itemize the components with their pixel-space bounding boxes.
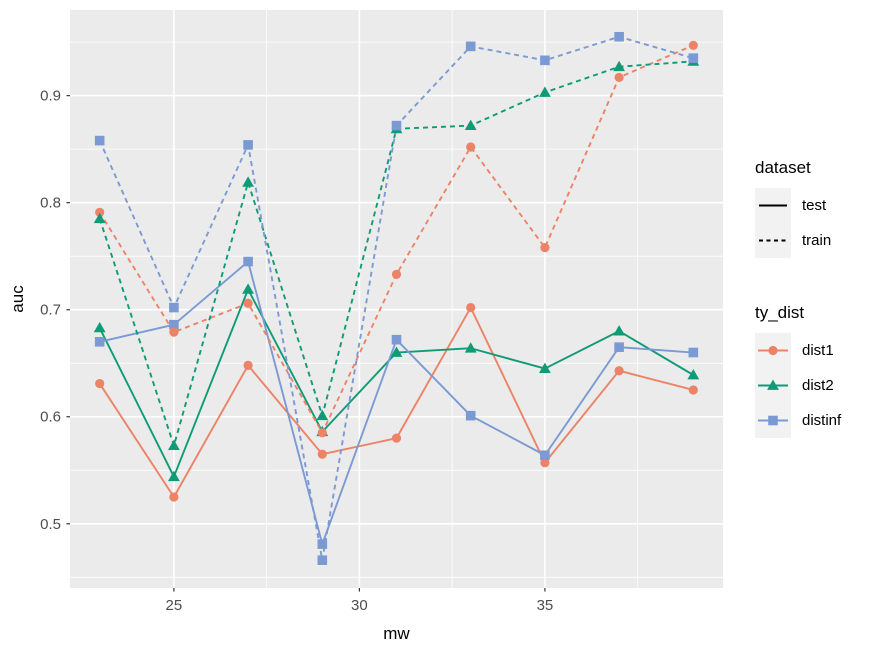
y-tick-label: 0.5 (40, 516, 61, 533)
legend-item-train: train (755, 223, 872, 258)
y-tick-label: 0.8 (40, 195, 61, 212)
marker-train-dist1 (688, 40, 698, 50)
marker-test-dist2 (167, 470, 180, 482)
marker-test-dist2 (687, 368, 700, 380)
marker-train-distinf (317, 555, 328, 565)
marker-test-dist2 (93, 321, 106, 333)
marker-train-dist2 (539, 86, 551, 97)
legend-key-triangle-icon (755, 368, 791, 403)
marker-test-dist1 (466, 302, 476, 313)
marker-test-dist2 (613, 325, 626, 336)
y-tick-label: 0.9 (40, 88, 61, 105)
marker-test-dist2 (242, 283, 254, 294)
legend-marker-dist2 (767, 379, 779, 390)
marker-test-dist1 (95, 378, 105, 389)
marker-test-dist1 (614, 366, 624, 376)
legend-item-dist1: dist1 (755, 333, 872, 368)
marker-train-distinf (391, 120, 402, 131)
marker-train-dist1 (243, 298, 253, 308)
marker-train-dist2 (93, 212, 106, 224)
marker-train-distinf (243, 140, 253, 150)
marker-train-distinf (465, 41, 476, 52)
marker-train-dist2 (242, 176, 254, 187)
marker-test-distinf (391, 334, 402, 345)
marker-train-dist2 (464, 119, 477, 130)
legend-key-solid-line-icon (755, 188, 791, 223)
marker-train-dist1 (317, 428, 327, 438)
legend-key-circle-icon (755, 333, 791, 368)
marker-test-dist2 (539, 362, 551, 373)
marker-test-dist2 (390, 346, 403, 357)
legend-label-dist1: dist1 (802, 342, 834, 359)
x-tick-label: 35 (537, 597, 554, 614)
y-tick-label: 0.7 (40, 302, 61, 319)
legend-marker-dist1 (768, 345, 778, 356)
marker-test-dist1 (688, 385, 698, 395)
marker-test-dist1 (169, 492, 179, 502)
legend-key-square-icon (755, 403, 791, 438)
marker-train-distinf (94, 135, 105, 146)
marker-train-distinf (688, 53, 699, 63)
marker-train-dist1 (391, 269, 402, 279)
marker-test-distinf (243, 256, 253, 267)
marker-train-distinf (540, 55, 550, 66)
marker-train-dist1 (614, 72, 624, 83)
marker-test-dist1 (317, 449, 327, 459)
legend-label-train: train (802, 232, 832, 249)
legend-marker-distinf (768, 415, 778, 426)
marker-test-distinf (688, 347, 699, 358)
y-axis-title: auc (8, 285, 27, 313)
legend-ty-dist-title: ty_dist (755, 303, 805, 322)
x-tick-label: 30 (351, 597, 368, 614)
legend-dataset-title: dataset (755, 158, 811, 177)
legend-label-dist2: dist2 (802, 377, 834, 394)
legend-label-test: test (802, 197, 827, 214)
x-tick-label: 25 (166, 597, 183, 614)
marker-test-dist1 (540, 458, 550, 468)
x-axis-title: mw (383, 624, 410, 643)
marker-train-dist1 (169, 327, 179, 337)
marker-test-distinf (540, 450, 550, 461)
marker-test-distinf (465, 410, 476, 421)
marker-test-dist1 (243, 360, 253, 370)
marker-test-distinf (317, 539, 328, 549)
marker-test-distinf (169, 319, 179, 330)
marker-train-dist2 (316, 409, 329, 421)
marker-train-distinf (614, 31, 624, 42)
marker-train-dist1 (466, 142, 476, 152)
plot-panel (70, 10, 723, 588)
marker-train-dist2 (167, 439, 180, 451)
marker-test-dist1 (391, 433, 402, 443)
legend-key-dashed-line-icon (755, 223, 791, 258)
legend-item-dist2: dist2 (755, 368, 872, 403)
marker-test-distinf (94, 337, 105, 347)
legend-dataset: dataset test train (755, 158, 872, 258)
marker-train-dist1 (540, 243, 550, 253)
legend-item-distinf: distinf (755, 403, 872, 438)
y-tick-label: 0.6 (40, 409, 61, 426)
legend-label-distinf: distinf (802, 412, 842, 429)
marker-train-dist2 (613, 60, 626, 72)
marker-test-distinf (614, 342, 624, 352)
marker-train-dist1 (95, 207, 105, 217)
legend-ty-dist: ty_dist dist1 dist2 distinf (755, 303, 872, 438)
marker-test-dist2 (464, 342, 477, 353)
marker-train-distinf (169, 302, 179, 313)
legend-item-test: test (755, 188, 872, 223)
